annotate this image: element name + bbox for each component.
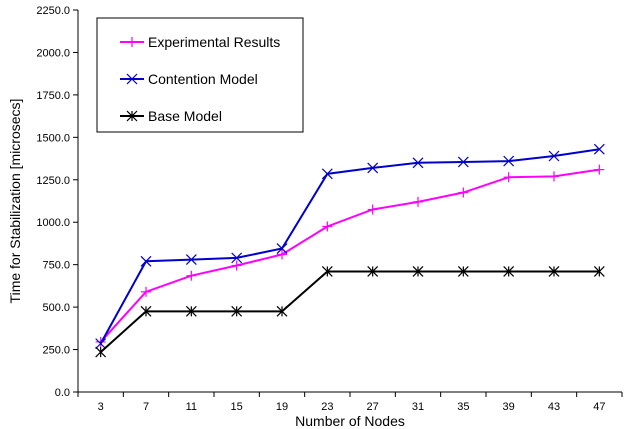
data-point-contention-model [321, 168, 333, 180]
data-point-contention-model [593, 143, 605, 155]
x-tick-label: 47 [593, 401, 605, 413]
data-point-experimental-results [367, 204, 378, 215]
data-point-base-model [457, 266, 469, 277]
x-tick-label: 15 [231, 401, 243, 413]
data-point-contention-model [185, 254, 197, 265]
legend-marker [127, 37, 137, 47]
data-point-base-model [412, 266, 424, 277]
x-tick-label: 39 [503, 401, 515, 413]
data-point-base-model [95, 346, 107, 358]
legend-box [96, 17, 304, 133]
legend-label: Contention Model [148, 71, 258, 87]
series-base-model [95, 266, 605, 358]
data-point-experimental-results [322, 221, 333, 232]
data-point-base-model [593, 266, 605, 277]
legend-marker [126, 110, 138, 122]
legend-item-experimental-results: Experimental Results [120, 34, 280, 50]
data-point-experimental-results [503, 172, 514, 183]
x-tick-label: 35 [457, 401, 469, 413]
data-point-base-model [503, 266, 515, 277]
data-point-base-model [231, 305, 243, 317]
series-line-experimental-results [99, 168, 600, 343]
data-point-contention-model [276, 243, 288, 254]
x-tick-label: 3 [98, 401, 104, 413]
data-point-experimental-results [186, 270, 197, 281]
data-point-base-model [276, 305, 288, 317]
y-tick-label: 500.0 [42, 302, 70, 314]
series-layer [95, 143, 605, 358]
x-tick-label: 19 [276, 401, 288, 413]
x-tick-label: 11 [186, 401, 197, 413]
axes: 0.0 250.0 500.0 750.0 1000.0 1250.0 1500.0 1750… [36, 5, 623, 413]
data-point-contention-model [548, 150, 560, 162]
data-point-experimental-results [141, 286, 151, 297]
y-tick-label: 750.0 [42, 260, 70, 272]
y-tick-label: 0.0 [55, 387, 70, 399]
data-point-base-model [140, 305, 152, 317]
data-point-contention-model [367, 162, 379, 174]
y-tick-label: 250.0 [42, 345, 70, 357]
data-point-contention-model [503, 155, 515, 167]
legend-marker [126, 73, 138, 85]
x-tick-label: 23 [321, 401, 333, 413]
x-axis-title: Number of Nodes [295, 413, 405, 429]
legend-item-contention-model: Contention Model [120, 71, 258, 87]
legend-label: Base Model [148, 108, 222, 124]
y-tick-label: 1000.0 [36, 217, 70, 229]
legend-item-base-model: Base Model [120, 108, 222, 124]
series-experimental-results [95, 164, 605, 347]
series-contention-model [95, 143, 605, 350]
series-line-base-model [99, 270, 600, 353]
x-tick-label: 7 [143, 401, 149, 413]
data-point-contention-model [412, 157, 424, 169]
data-point-contention-model [231, 252, 243, 264]
data-point-experimental-results [277, 249, 287, 260]
y-tick-label: 1500.0 [36, 132, 70, 144]
data-point-base-model [321, 266, 333, 277]
y-tick-label: 1250.0 [36, 175, 70, 187]
legend: Experimental Results Contention Model Base… [96, 17, 304, 133]
data-point-experimental-results [458, 187, 469, 198]
series-line-contention-model [99, 148, 600, 345]
data-point-contention-model [140, 255, 152, 267]
y-axis-title: Time for Stabilization [microsecs] [7, 99, 23, 304]
y-tick-label: 1750.0 [36, 90, 70, 102]
y-tick-label: 2250.0 [36, 5, 70, 17]
data-point-contention-model [457, 156, 469, 168]
x-tick-label: 31 [412, 401, 424, 413]
x-tick-label: 27 [367, 401, 379, 413]
y-tick-label: 2000.0 [36, 47, 70, 59]
data-point-base-model [185, 305, 197, 317]
legend-label: Experimental Results [148, 34, 280, 50]
data-point-base-model [367, 266, 379, 277]
data-point-base-model [548, 266, 560, 277]
data-point-contention-model [95, 338, 107, 350]
data-point-experimental-results [549, 171, 559, 182]
data-point-experimental-results [231, 260, 242, 271]
data-point-experimental-results [594, 164, 605, 175]
data-point-experimental-results [413, 196, 423, 207]
x-tick-label: 43 [548, 401, 560, 413]
